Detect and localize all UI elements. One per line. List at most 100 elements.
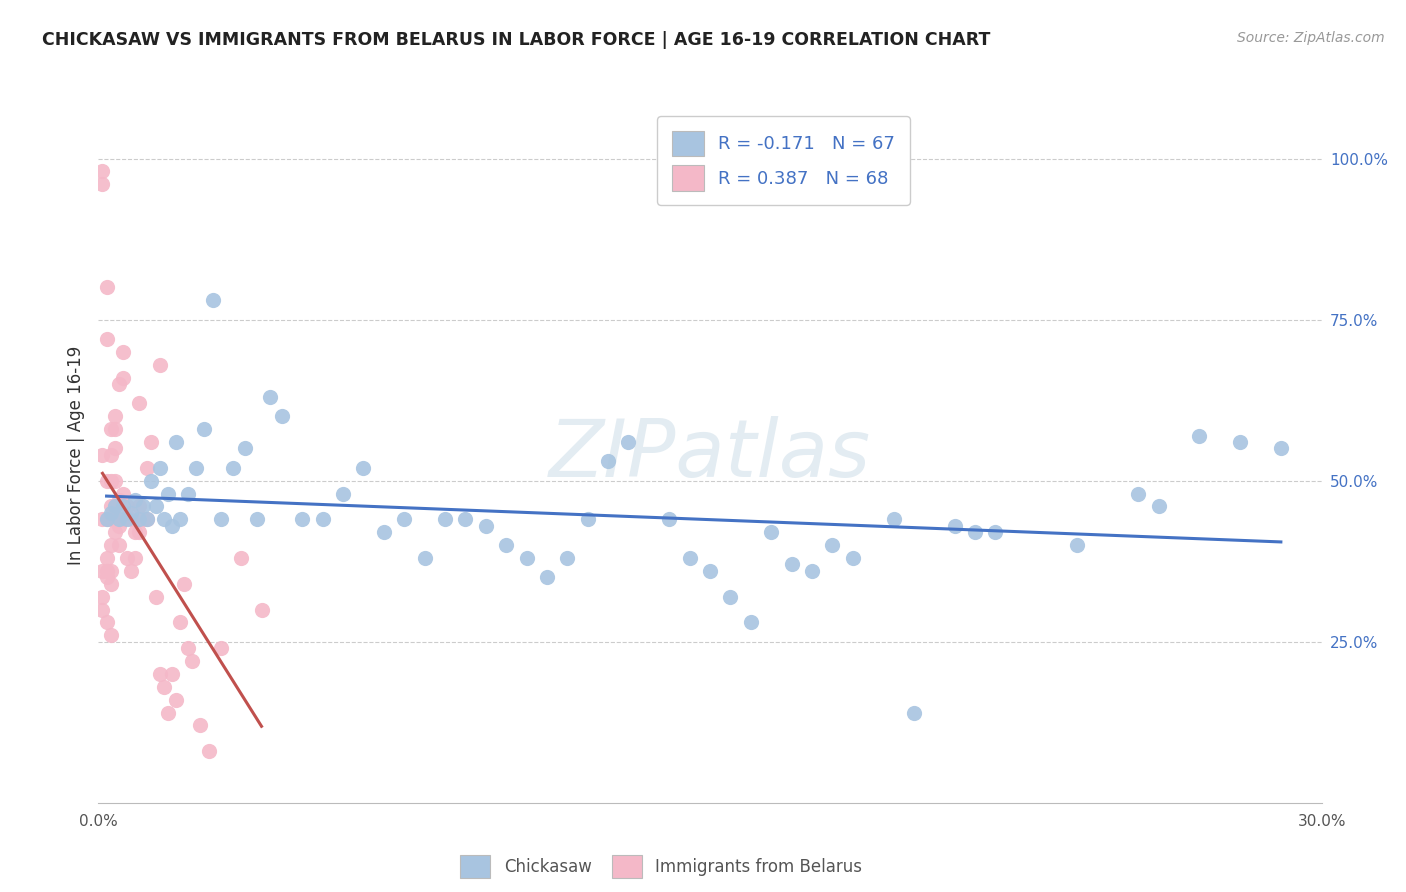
Legend: Chickasaw, Immigrants from Belarus: Chickasaw, Immigrants from Belarus [454,848,869,885]
Point [474,518,498,533]
Point [100,448,122,462]
Y-axis label: In Labor Force | Age 16-19: In Labor Force | Age 16-19 [66,345,84,565]
Point [120,564,142,578]
Point [156,486,179,500]
Point [100,422,122,436]
Point [165,435,187,450]
Point [156,706,179,720]
Point [96,551,118,566]
Point [136,512,159,526]
Point [250,602,273,616]
Point [141,435,163,450]
Point [104,512,127,526]
Point [111,500,134,514]
Point [761,525,783,540]
Point [136,512,159,526]
Point [104,474,127,488]
Point [169,512,191,526]
Point [100,474,122,488]
Point [111,486,134,500]
Point [186,460,208,475]
Point [100,538,122,552]
Point [883,512,905,526]
Point [169,615,191,630]
Point [209,512,232,526]
Point [128,512,150,526]
Point [576,512,599,526]
Point [104,500,127,514]
Point [1128,486,1150,500]
Point [149,358,172,372]
Point [96,474,118,488]
Point [821,538,844,552]
Point [132,500,155,514]
Point [104,525,127,540]
Point [145,590,167,604]
Point [132,512,155,526]
Point [1188,428,1211,442]
Point [111,370,134,384]
Point [96,332,118,346]
Point [96,280,118,294]
Point [1229,435,1251,450]
Point [152,680,174,694]
Point [658,512,681,526]
Point [373,525,395,540]
Point [91,164,114,178]
Point [197,744,219,758]
Point [943,518,966,533]
Point [233,442,256,456]
Point [115,551,138,566]
Point [115,500,138,514]
Point [152,512,174,526]
Point [312,512,335,526]
Point [91,178,114,192]
Point [903,706,925,720]
Point [1066,538,1088,552]
Point [270,409,294,424]
Point [181,654,204,668]
Point [160,667,183,681]
Point [984,525,1007,540]
Point [108,538,131,552]
Point [104,500,127,514]
Point [91,590,114,604]
Point [679,551,702,566]
Point [91,512,114,526]
Point [100,512,122,526]
Point [201,293,224,308]
Point [188,718,212,732]
Point [495,538,517,552]
Point [104,442,127,456]
Point [128,396,150,410]
Point [96,615,118,630]
Point [96,512,118,526]
Point [222,460,245,475]
Point [177,641,200,656]
Point [173,576,195,591]
Point [165,692,187,706]
Point [104,422,127,436]
Point [124,551,146,566]
Text: Source: ZipAtlas.com: Source: ZipAtlas.com [1237,31,1385,45]
Point [1147,500,1170,514]
Point [104,409,127,424]
Point [141,474,163,488]
Point [108,512,131,526]
Point [100,628,122,642]
Point [96,570,118,584]
Point [352,460,374,475]
Point [128,525,150,540]
Point [291,512,314,526]
Point [720,590,742,604]
Point [965,525,987,540]
Point [536,570,558,584]
Point [149,460,172,475]
Point [598,454,620,468]
Point [160,518,183,533]
Point [108,518,131,533]
Point [91,448,114,462]
Text: ZIPatlas: ZIPatlas [548,416,872,494]
Point [115,512,138,526]
Point [108,377,131,392]
